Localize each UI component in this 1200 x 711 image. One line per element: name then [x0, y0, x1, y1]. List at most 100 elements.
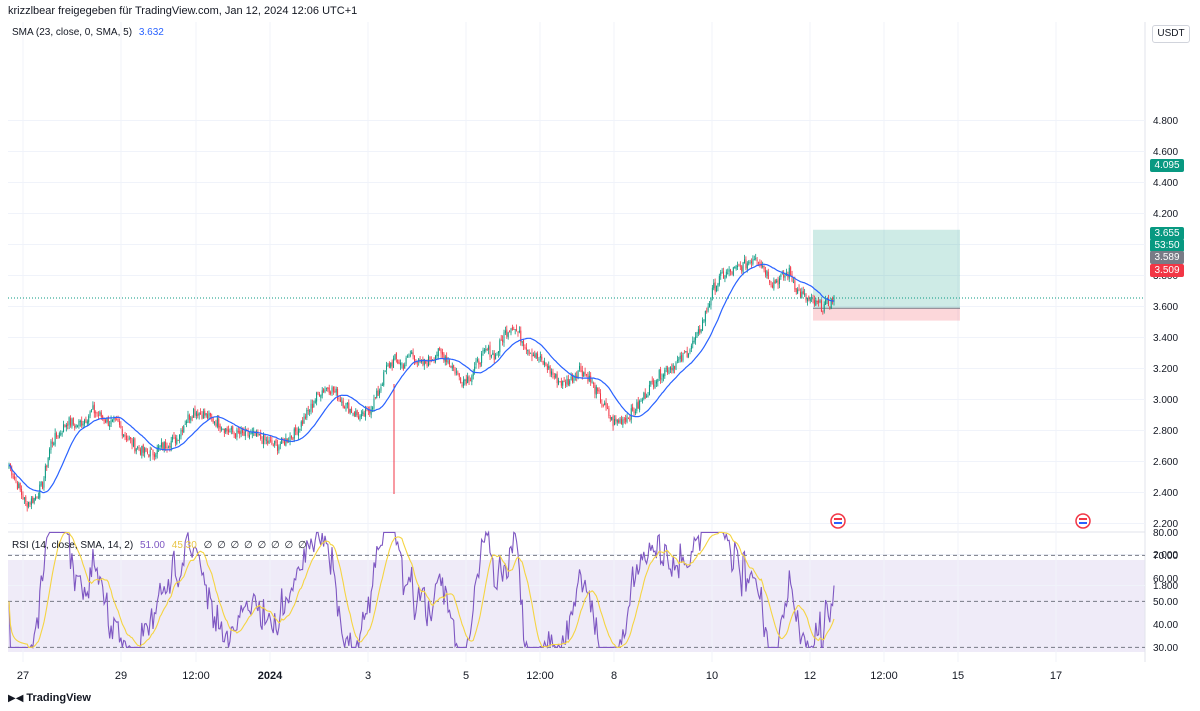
candle-body — [197, 413, 199, 417]
candle-body — [524, 346, 526, 348]
price-tick-label: 2.400 — [1153, 488, 1178, 499]
candle-body — [832, 298, 834, 303]
candle-body — [190, 417, 192, 421]
candle-body — [816, 300, 818, 302]
candle-body — [271, 440, 273, 444]
long-position-tool[interactable] — [813, 229, 960, 321]
candle-body — [794, 280, 796, 290]
candle-body — [777, 279, 779, 285]
candle-body — [381, 384, 383, 386]
candle-body — [447, 360, 449, 363]
candle-body — [795, 288, 797, 292]
price-tick-label: 2.000 — [1153, 550, 1178, 561]
candle-body — [472, 371, 474, 376]
candle-body — [597, 388, 599, 392]
candle-body — [580, 366, 582, 372]
candle-body — [732, 267, 734, 276]
candle-body — [166, 446, 168, 449]
candle-body — [594, 384, 596, 394]
rsi-tick-label: 80.00 — [1153, 528, 1178, 539]
time-tick-label: 29 — [115, 670, 127, 682]
time-tick-label: 5 — [463, 670, 469, 682]
candle-body — [84, 420, 85, 424]
price-tick-label: 2.600 — [1153, 457, 1178, 468]
candle-body — [160, 442, 162, 447]
candle-body — [256, 431, 257, 437]
price-tick-label: 2.200 — [1153, 519, 1178, 530]
candle-body — [437, 348, 439, 357]
candle-body — [300, 421, 302, 428]
currency-badge[interactable]: USDT — [1152, 25, 1190, 43]
candle-body — [221, 428, 223, 430]
candle-body — [151, 448, 153, 450]
candle-body — [451, 366, 453, 369]
candle-body — [829, 306, 831, 308]
candle-body — [304, 416, 306, 419]
candle-body — [507, 332, 509, 338]
candle-body — [309, 410, 311, 412]
candle-body — [770, 283, 772, 285]
candle-body — [53, 443, 55, 445]
event-markers[interactable] — [830, 513, 1091, 529]
candle-body — [748, 262, 750, 264]
candle-body — [236, 429, 238, 438]
candle-body — [373, 398, 375, 409]
candle-body — [511, 327, 513, 330]
candle-body — [155, 454, 157, 458]
candle-body — [75, 424, 77, 427]
tradingview-logo[interactable]: ▶◀ TradingView — [8, 692, 91, 704]
candle-body — [240, 430, 242, 434]
candle-body — [93, 404, 95, 414]
candle-body — [377, 390, 379, 396]
candle-body — [148, 454, 150, 458]
candle-body — [735, 265, 737, 269]
candle-body — [102, 415, 104, 419]
candles — [8, 253, 835, 512]
time-tick-label: 2024 — [258, 670, 283, 682]
candle-body — [771, 285, 773, 288]
candle-body — [285, 437, 287, 446]
candle-body — [517, 331, 519, 334]
candle-body — [644, 392, 646, 399]
candle-body — [664, 369, 666, 377]
candle-body — [183, 425, 185, 433]
candle-body — [186, 421, 188, 424]
candle-body — [191, 417, 193, 419]
candle-body — [130, 437, 132, 439]
candle-body — [707, 306, 709, 311]
candle-body — [586, 374, 587, 375]
time-tick-label: 3 — [365, 670, 371, 682]
rsi-legend[interactable]: RSI (14, close, SMA, 14, 2) 51.00 45.30 … — [12, 540, 308, 551]
candle-body — [332, 386, 334, 392]
candle-body — [353, 412, 355, 416]
candle-body — [769, 280, 771, 283]
candle-body — [380, 386, 382, 391]
candle-body — [764, 270, 766, 275]
candle-body — [365, 408, 367, 417]
candle-body — [741, 266, 743, 272]
candle-body — [713, 283, 715, 289]
candle-body — [358, 416, 360, 419]
candle-body — [704, 311, 706, 322]
candle-body — [703, 320, 705, 322]
candle-body — [716, 285, 718, 291]
candle-body — [362, 411, 364, 414]
candle-body — [542, 361, 544, 365]
candle-body — [669, 366, 671, 370]
candle-body — [780, 274, 782, 277]
us-flag-icon — [1075, 513, 1091, 529]
candle-body — [218, 418, 220, 428]
candle-body — [728, 269, 730, 272]
candle-body — [35, 496, 37, 500]
sma-legend[interactable]: SMA (23, close, 0, SMA, 5) 3.632 — [12, 27, 164, 38]
candle-body — [401, 363, 403, 365]
candle-body — [65, 424, 67, 428]
candle-body — [699, 328, 701, 333]
rsi-tick-label: 30.00 — [1153, 643, 1178, 654]
candle-body — [313, 403, 315, 407]
candle-body — [290, 435, 292, 438]
candle-body — [26, 502, 28, 508]
candle-body — [541, 356, 543, 360]
candle-body — [461, 384, 463, 387]
